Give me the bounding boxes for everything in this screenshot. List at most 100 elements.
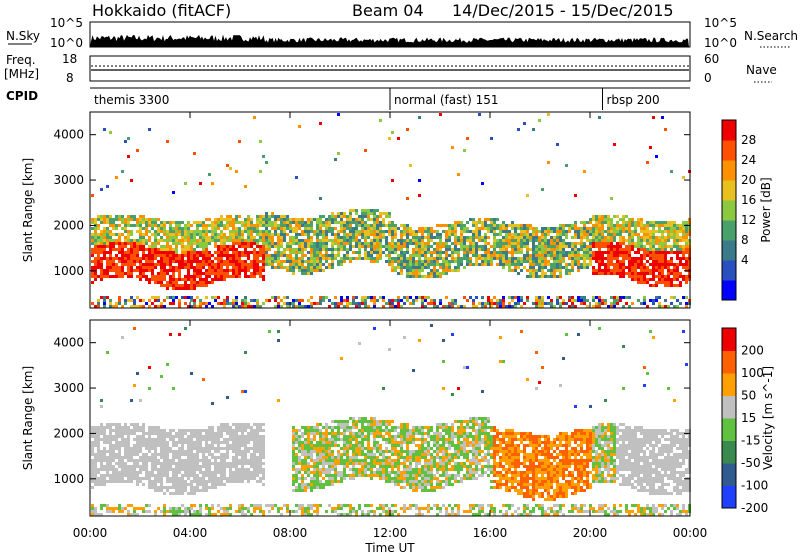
heatmap-cell <box>97 444 100 447</box>
heatmap-cell <box>232 435 235 438</box>
heatmap-cell <box>616 224 619 227</box>
heatmap-cell <box>190 299 193 302</box>
heatmap-cell <box>214 438 217 441</box>
heatmap-cell <box>154 305 157 308</box>
heatmap-cell <box>190 305 193 308</box>
heatmap-cell <box>457 257 460 260</box>
heatmap-cell <box>541 305 544 308</box>
heatmap-cell <box>97 275 100 278</box>
heatmap-cell <box>115 233 118 236</box>
heatmap-cell <box>619 230 622 233</box>
heatmap-cell <box>160 224 163 227</box>
heatmap-cell <box>322 248 325 251</box>
heatmap-cell <box>100 432 103 435</box>
heatmap-cell <box>193 471 196 474</box>
heatmap-cell <box>175 462 178 465</box>
heatmap-cell <box>247 263 250 266</box>
heatmap-cell <box>541 239 544 242</box>
heatmap-cell <box>490 227 493 230</box>
heatmap-cell <box>121 251 124 254</box>
heatmap-cell <box>661 248 664 251</box>
heatmap-cell <box>319 239 322 242</box>
heatmap-cell <box>235 423 238 426</box>
heatmap-cell <box>553 242 556 245</box>
heatmap-cell <box>139 399 142 402</box>
heatmap-cell <box>217 227 220 230</box>
heatmap-cell <box>469 218 472 221</box>
heatmap-cell <box>127 468 130 471</box>
heatmap-cell <box>223 272 226 275</box>
heatmap-cell <box>217 471 220 474</box>
heatmap-cell <box>541 242 544 245</box>
heatmap-cell <box>592 233 595 236</box>
heatmap-cell <box>121 233 124 236</box>
heatmap-cell <box>283 251 286 254</box>
heatmap-cell <box>424 275 427 278</box>
heatmap-cell <box>103 230 106 233</box>
heatmap-cell <box>571 248 574 251</box>
heatmap-cell <box>385 236 388 239</box>
heatmap-cell <box>163 450 166 453</box>
heatmap-cell <box>160 447 163 450</box>
heatmap-cell <box>340 236 343 239</box>
beam-label: Beam 04 <box>352 1 424 20</box>
heatmap-cell <box>271 236 274 239</box>
heatmap-cell <box>208 429 211 432</box>
heatmap-cell <box>244 227 247 230</box>
heatmap-cell <box>616 245 619 248</box>
heatmap-cell <box>388 212 391 215</box>
heatmap-cell <box>610 242 613 245</box>
heatmap-cell <box>91 444 94 447</box>
heatmap-cell <box>208 513 211 516</box>
heatmap-cell <box>142 242 145 245</box>
heatmap-cell <box>181 510 184 513</box>
heatmap-cell <box>229 236 232 239</box>
heatmap-cell <box>106 423 109 426</box>
heatmap-cell <box>115 462 118 465</box>
heatmap-cell <box>205 507 208 510</box>
heatmap-cell <box>430 257 433 260</box>
heatmap-cell <box>250 465 253 468</box>
heatmap-cell <box>154 248 157 251</box>
heatmap-cell <box>247 236 250 239</box>
heatmap-cell <box>265 236 268 239</box>
heatmap-cell <box>202 302 205 305</box>
cpid-segment-label: themis 3300 <box>94 93 169 107</box>
heatmap-cell <box>319 221 322 224</box>
colorbar-tick-label: 28 <box>741 133 756 147</box>
heatmap-cell <box>679 257 682 260</box>
heatmap-cell <box>127 221 130 224</box>
heatmap-cell <box>274 254 277 257</box>
heatmap-cell <box>259 456 262 459</box>
heatmap-cell <box>343 212 346 215</box>
heatmap-cell <box>643 266 646 269</box>
heatmap-cell <box>214 236 217 239</box>
heatmap-cell <box>157 251 160 254</box>
heatmap-cell <box>259 453 262 456</box>
heatmap-cell <box>451 257 454 260</box>
heatmap-cell <box>394 236 397 239</box>
heatmap-cell <box>652 248 655 251</box>
heatmap-cell <box>112 257 115 260</box>
heatmap-cell <box>157 444 160 447</box>
heatmap-cell <box>157 233 160 236</box>
heatmap-cell <box>214 447 217 450</box>
heatmap-cell <box>106 236 109 239</box>
heatmap-cell <box>613 143 616 146</box>
heatmap-cell <box>112 269 115 272</box>
heatmap-cell <box>91 450 94 453</box>
heatmap-cell <box>406 230 409 233</box>
heatmap-cell <box>202 438 205 441</box>
heatmap-cell <box>538 263 541 266</box>
heatmap-cell <box>256 302 259 305</box>
heatmap-cell <box>556 263 559 266</box>
heatmap-cell <box>220 263 223 266</box>
heatmap-cell <box>595 233 598 236</box>
heatmap-cell <box>292 257 295 260</box>
heatmap-cell <box>493 233 496 236</box>
heatmap-cell <box>673 263 676 266</box>
heatmap-cell <box>382 224 385 227</box>
heatmap-cell <box>166 459 169 462</box>
heatmap-cell <box>232 423 235 426</box>
heatmap-cell <box>259 245 262 248</box>
